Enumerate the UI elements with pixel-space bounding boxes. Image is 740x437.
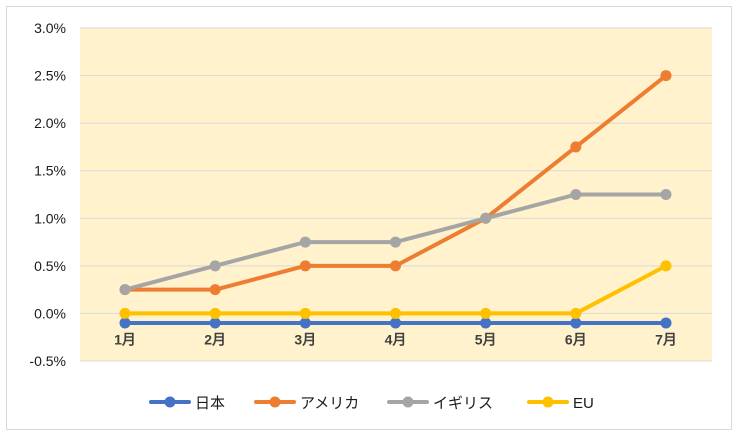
data-point xyxy=(390,307,401,319)
legend-swatch-marker xyxy=(402,396,414,408)
y-tick-label: 2.0% xyxy=(34,115,66,131)
data-point xyxy=(570,141,582,153)
series-4 xyxy=(119,260,672,319)
x-axis-ticks: 1月 2月 3月 4月 5月 6月 7月 xyxy=(114,331,677,347)
legend-item: イギリス xyxy=(387,395,493,412)
y-tick-label: 0.5% xyxy=(34,258,66,274)
data-point xyxy=(299,307,311,319)
data-point xyxy=(480,212,492,224)
data-point xyxy=(299,260,311,272)
data-point xyxy=(480,317,492,329)
legend-label: イギリス xyxy=(433,395,493,412)
data-point xyxy=(570,189,582,200)
y-tick-label: 1.5% xyxy=(34,163,66,179)
y-tick-label: 1.0% xyxy=(34,210,66,226)
data-point xyxy=(660,317,672,329)
x-tick-label: 4月 xyxy=(385,331,407,347)
data-point xyxy=(209,317,221,329)
data-point xyxy=(390,317,401,329)
x-tick-label: 6月 xyxy=(565,331,587,347)
data-point xyxy=(660,260,672,272)
data-point xyxy=(209,260,221,272)
legend-item: 日本 xyxy=(149,395,225,412)
legend-label: 日本 xyxy=(195,395,225,412)
data-point xyxy=(299,317,311,329)
series-1 xyxy=(119,317,672,329)
data-point xyxy=(570,307,582,319)
legend-swatch-marker xyxy=(269,396,281,408)
data-point xyxy=(119,284,131,296)
legend-item: アメリカ xyxy=(254,395,359,412)
legend-swatch-marker xyxy=(542,396,554,408)
data-point xyxy=(570,317,582,329)
data-point xyxy=(660,189,672,200)
y-tick-label: 3.0% xyxy=(34,20,66,36)
y-axis-ticks: 3.0% 2.5% 2.0% 1.5% 1.0% 0.5% 0.0% -0.5% xyxy=(29,20,66,369)
x-tick-label: 3月 xyxy=(294,331,316,347)
data-point xyxy=(209,284,221,296)
data-point xyxy=(480,307,492,319)
series-3 xyxy=(119,189,672,296)
data-point xyxy=(119,307,131,319)
x-tick-label: 7月 xyxy=(655,331,677,347)
series-group xyxy=(119,70,672,329)
legend-swatch-marker xyxy=(164,396,176,408)
data-point xyxy=(299,236,311,248)
y-tick-label: 0.0% xyxy=(34,305,66,321)
data-point xyxy=(209,307,221,319)
legend-label: アメリカ xyxy=(300,395,359,412)
x-tick-label: 5月 xyxy=(475,331,497,347)
data-point xyxy=(119,317,131,329)
legend-item: EU xyxy=(527,395,594,412)
legend-label: EU xyxy=(573,395,594,412)
x-tick-label: 2月 xyxy=(204,331,226,347)
data-point xyxy=(390,260,401,272)
data-point xyxy=(390,236,401,248)
y-tick-label: -0.5% xyxy=(29,353,66,369)
x-tick-label: 1月 xyxy=(114,331,136,347)
y-tick-label: 2.5% xyxy=(34,68,66,84)
legend: 日本 アメリカ イギリス EU xyxy=(149,395,594,412)
data-point xyxy=(660,70,672,82)
